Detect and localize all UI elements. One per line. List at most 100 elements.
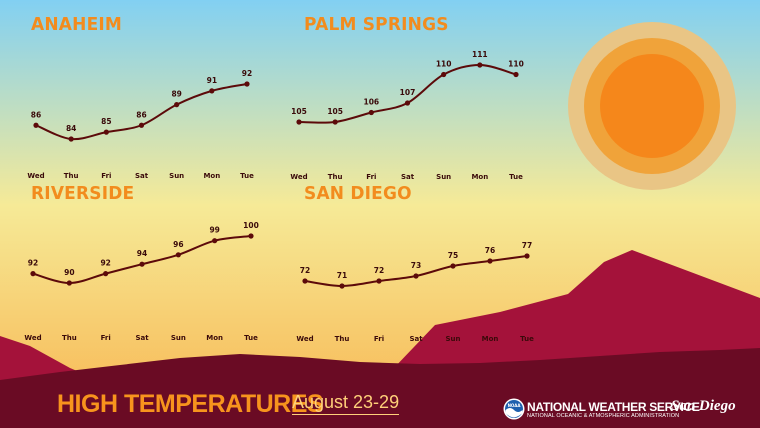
data-point-anaheim xyxy=(68,136,74,142)
data-label-riverside: 92 xyxy=(28,259,38,268)
data-point-palm-springs xyxy=(477,62,483,68)
tick-label-palm-springs: Tue xyxy=(509,173,523,181)
chart-riverside: 92 Wed 90 Thu 92 Fri 94 Sat 96 Sun 99 Mon 100 Tue xyxy=(24,221,258,342)
data-point-anaheim xyxy=(174,102,180,108)
tick-label-san-diego: Thu xyxy=(335,335,350,343)
office-name: San Diego xyxy=(671,398,736,414)
tick-label-san-diego: Mon xyxy=(482,335,499,343)
data-label-anaheim: 89 xyxy=(171,90,181,99)
data-label-anaheim: 86 xyxy=(31,110,41,119)
data-point-palm-springs xyxy=(368,109,374,116)
data-label-palm-springs: 110 xyxy=(508,60,524,69)
tick-label-palm-springs: Mon xyxy=(471,173,488,181)
data-label-san-diego: 73 xyxy=(411,261,421,270)
data-point-riverside xyxy=(139,261,145,267)
data-point-palm-springs xyxy=(296,119,302,125)
data-point-riverside xyxy=(175,252,181,258)
tick-label-riverside: Tue xyxy=(244,334,258,342)
data-point-san-diego xyxy=(302,278,308,284)
data-label-anaheim: 85 xyxy=(101,117,111,126)
tick-label-palm-springs: Thu xyxy=(328,173,343,181)
data-label-san-diego: 75 xyxy=(448,251,458,260)
footer-dates: August 23-29 xyxy=(292,392,400,415)
tick-label-anaheim: Thu xyxy=(64,172,79,180)
tick-label-riverside: Mon xyxy=(206,334,223,342)
agency-subtitle: NATIONAL OCEANIC & ATMOSPHERIC ADMINISTR… xyxy=(527,413,680,419)
noaa-logo-text: NOAA xyxy=(508,403,522,408)
data-label-riverside: 96 xyxy=(173,240,183,249)
tick-label-riverside: Wed xyxy=(24,334,41,342)
footer-title: HIGH TEMPERATURES xyxy=(57,390,324,418)
tick-label-palm-springs: Fri xyxy=(366,173,376,181)
data-point-anaheim xyxy=(209,88,215,94)
data-label-palm-springs: 105 xyxy=(291,107,307,116)
chart-san-diego: 72 Wed 71 Thu 72 Fri 73 Sat 75 Sun 76 Mon 77 Tue xyxy=(296,241,534,343)
data-label-riverside: 94 xyxy=(137,249,147,258)
data-point-anaheim xyxy=(244,81,250,87)
data-label-anaheim: 84 xyxy=(66,124,76,133)
noaa-logo: NOAA xyxy=(503,398,525,420)
data-point-palm-springs xyxy=(332,119,338,125)
data-point-riverside xyxy=(103,271,109,277)
data-label-san-diego: 72 xyxy=(374,266,384,275)
tick-label-anaheim: Sat xyxy=(135,172,149,180)
data-label-riverside: 100 xyxy=(243,221,259,230)
data-label-san-diego: 71 xyxy=(337,271,347,280)
data-label-san-diego: 77 xyxy=(522,241,532,250)
tick-label-anaheim: Wed xyxy=(27,172,44,180)
chart-title-anaheim: ANAHEIM xyxy=(31,14,123,36)
tick-label-san-diego: Sun xyxy=(445,335,460,343)
data-label-riverside: 99 xyxy=(209,226,219,235)
tick-label-san-diego: Tue xyxy=(520,335,534,343)
data-label-san-diego: 72 xyxy=(300,266,310,275)
tick-label-san-diego: Fri xyxy=(374,335,384,343)
data-point-san-diego xyxy=(450,263,456,269)
data-point-palm-springs xyxy=(513,71,519,78)
tick-label-anaheim: Tue xyxy=(240,172,254,180)
data-point-san-diego xyxy=(524,253,530,259)
data-label-palm-springs: 105 xyxy=(327,107,343,116)
data-point-san-diego xyxy=(487,258,493,264)
data-point-anaheim xyxy=(33,122,39,128)
data-point-riverside xyxy=(212,238,218,244)
tick-label-san-diego: Wed xyxy=(296,335,313,343)
data-label-anaheim: 92 xyxy=(242,69,252,78)
data-label-palm-springs: 110 xyxy=(436,60,452,69)
data-point-anaheim xyxy=(103,129,109,135)
data-label-palm-springs: 111 xyxy=(472,50,488,59)
chart-palm-springs: 105 Wed 105 Thu 106 Fri 107 Sat 110 Sun 111 Mon 110 T… xyxy=(290,50,523,181)
tick-label-riverside: Sat xyxy=(135,334,149,342)
tick-label-palm-springs: Sun xyxy=(436,173,451,181)
chart-title-palm-springs: PALM SPRINGS xyxy=(304,14,449,36)
data-label-san-diego: 76 xyxy=(485,246,495,255)
data-label-riverside: 92 xyxy=(100,259,110,268)
data-point-riverside xyxy=(66,280,72,286)
data-point-san-diego xyxy=(413,273,419,279)
data-point-san-diego xyxy=(339,283,345,289)
data-point-riverside xyxy=(248,233,254,239)
agency-name: NATIONAL WEATHER SERVICE xyxy=(527,400,700,414)
tick-label-anaheim: Fri xyxy=(101,172,111,180)
data-label-palm-springs: 107 xyxy=(400,88,416,97)
data-point-anaheim xyxy=(138,122,145,128)
tick-label-san-diego: Sat xyxy=(409,335,423,343)
chart-title-riverside: RIVERSIDE xyxy=(31,183,135,205)
sun-core xyxy=(600,54,704,158)
data-point-san-diego xyxy=(376,278,382,284)
tick-label-palm-springs: Sat xyxy=(401,173,415,181)
tick-label-anaheim: Sun xyxy=(169,172,184,180)
tick-label-riverside: Sun xyxy=(171,334,186,342)
tick-label-anaheim: Mon xyxy=(203,172,220,180)
data-label-riverside: 90 xyxy=(64,268,74,277)
data-point-riverside xyxy=(30,271,36,277)
data-point-palm-springs xyxy=(441,71,447,78)
data-label-anaheim: 86 xyxy=(136,110,146,119)
tick-label-riverside: Thu xyxy=(62,334,77,342)
chart-title-san-diego: SAN DIEGO xyxy=(304,183,412,205)
tick-label-riverside: Fri xyxy=(101,334,111,342)
data-point-palm-springs xyxy=(404,100,411,106)
hill-foreground xyxy=(0,348,760,428)
data-label-anaheim: 91 xyxy=(207,76,217,85)
